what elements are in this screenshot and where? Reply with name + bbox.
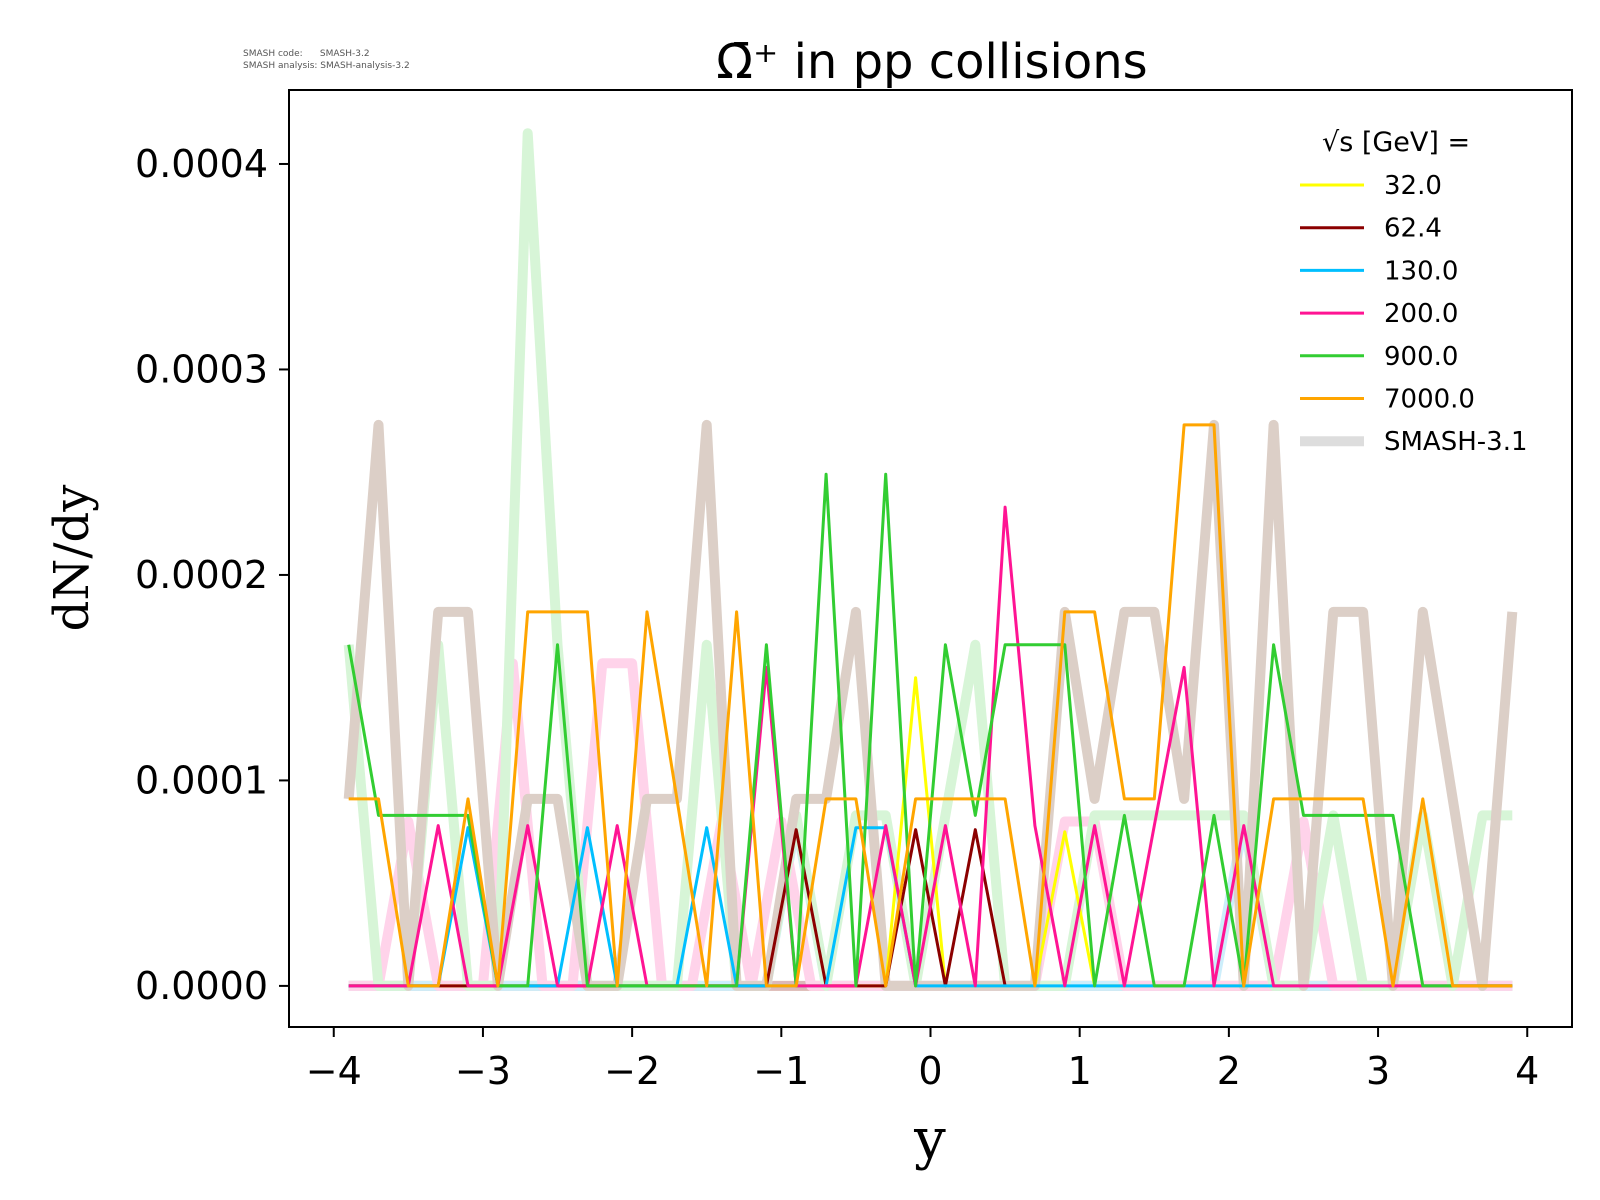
y-tick-label: 0.0003 bbox=[135, 347, 268, 391]
y-tick-label: 0.0001 bbox=[135, 758, 268, 802]
legend-title: √s [GeV] = bbox=[1322, 127, 1470, 158]
x-tick-label: 1 bbox=[1068, 1049, 1092, 1093]
x-tick-label: −3 bbox=[455, 1049, 511, 1093]
x-tick-label: 0 bbox=[918, 1049, 942, 1093]
y-tick-label: 0.0004 bbox=[135, 142, 268, 186]
x-tick-label: −4 bbox=[306, 1049, 362, 1093]
y-tick-label: 0.0000 bbox=[135, 964, 268, 1008]
x-axis: −4 −3 −2 −1 0 1 2 3 4 bbox=[306, 1027, 1539, 1093]
y-tick-label: 0.0002 bbox=[135, 553, 268, 597]
series-line-4 bbox=[347, 472, 1513, 988]
x-axis-label: y bbox=[913, 1107, 946, 1172]
reference-curves bbox=[343, 128, 1518, 991]
y-axis: 0.0000 0.0001 0.0002 0.0003 0.0004 bbox=[135, 142, 289, 1008]
x-tick-label: 4 bbox=[1515, 1049, 1539, 1093]
series-line-5 bbox=[348, 423, 1513, 988]
legend-label: 7000.0 bbox=[1384, 385, 1475, 415]
smash-code-version: SMASH code: SMASH-3.2 bbox=[243, 49, 370, 59]
legend-label: 900.0 bbox=[1384, 342, 1458, 372]
smash-analysis-version: SMASH analysis: SMASH-analysis-3.2 bbox=[243, 61, 410, 71]
legend-label: 32.0 bbox=[1384, 171, 1442, 201]
legend-label: SMASH-3.1 bbox=[1384, 427, 1528, 457]
legend-label: 130.0 bbox=[1384, 256, 1458, 286]
legend-label: 200.0 bbox=[1384, 299, 1458, 329]
data-series bbox=[347, 423, 1513, 988]
y-axis-label: dN/dy bbox=[44, 485, 100, 632]
x-tick-label: −1 bbox=[753, 1049, 809, 1093]
x-tick-label: 3 bbox=[1366, 1049, 1390, 1093]
chart-title: Ω̄⁺ in pp collisions bbox=[716, 34, 1147, 90]
series-line-3 bbox=[348, 505, 1513, 988]
legend-label: 62.4 bbox=[1384, 214, 1442, 244]
x-tick-label: 2 bbox=[1217, 1049, 1241, 1093]
x-tick-label: −2 bbox=[604, 1049, 660, 1093]
legend: √s [GeV] = 32.0 62.4 130.0 200.0 900.0 7000.0… bbox=[1300, 127, 1528, 457]
